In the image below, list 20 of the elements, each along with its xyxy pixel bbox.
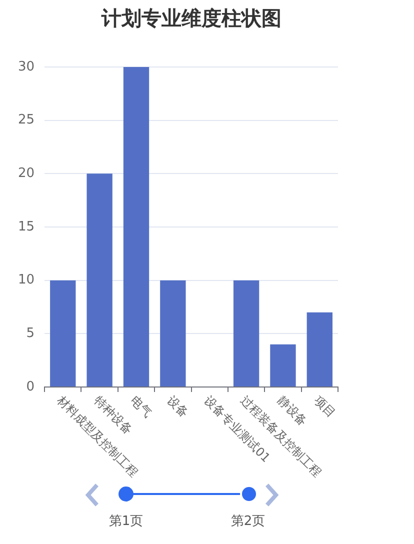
bar [86,174,112,386]
x-tick-label: 设备 [164,393,192,420]
text: 第1页 [108,513,144,530]
y-tick-label: 15 [18,219,35,234]
text: 第2页 [230,513,266,530]
bar [270,344,296,386]
bar [160,280,186,386]
chart-title: 计划专业维度柱状图 [100,6,282,30]
y-tick-label: 30 [18,59,35,74]
x-tick-label: 项目 [311,393,338,420]
bar [50,280,76,386]
y-tick-label: 25 [18,112,35,128]
y-tick-label: 10 [18,272,35,288]
y-tick-label: 20 [18,166,35,182]
bar [123,67,150,386]
y-tick-label: 0 [26,379,35,394]
y-tick-label: 5 [26,326,35,342]
x-tick-label: 电气 [128,393,155,420]
bar [306,312,332,386]
bar [233,280,260,386]
